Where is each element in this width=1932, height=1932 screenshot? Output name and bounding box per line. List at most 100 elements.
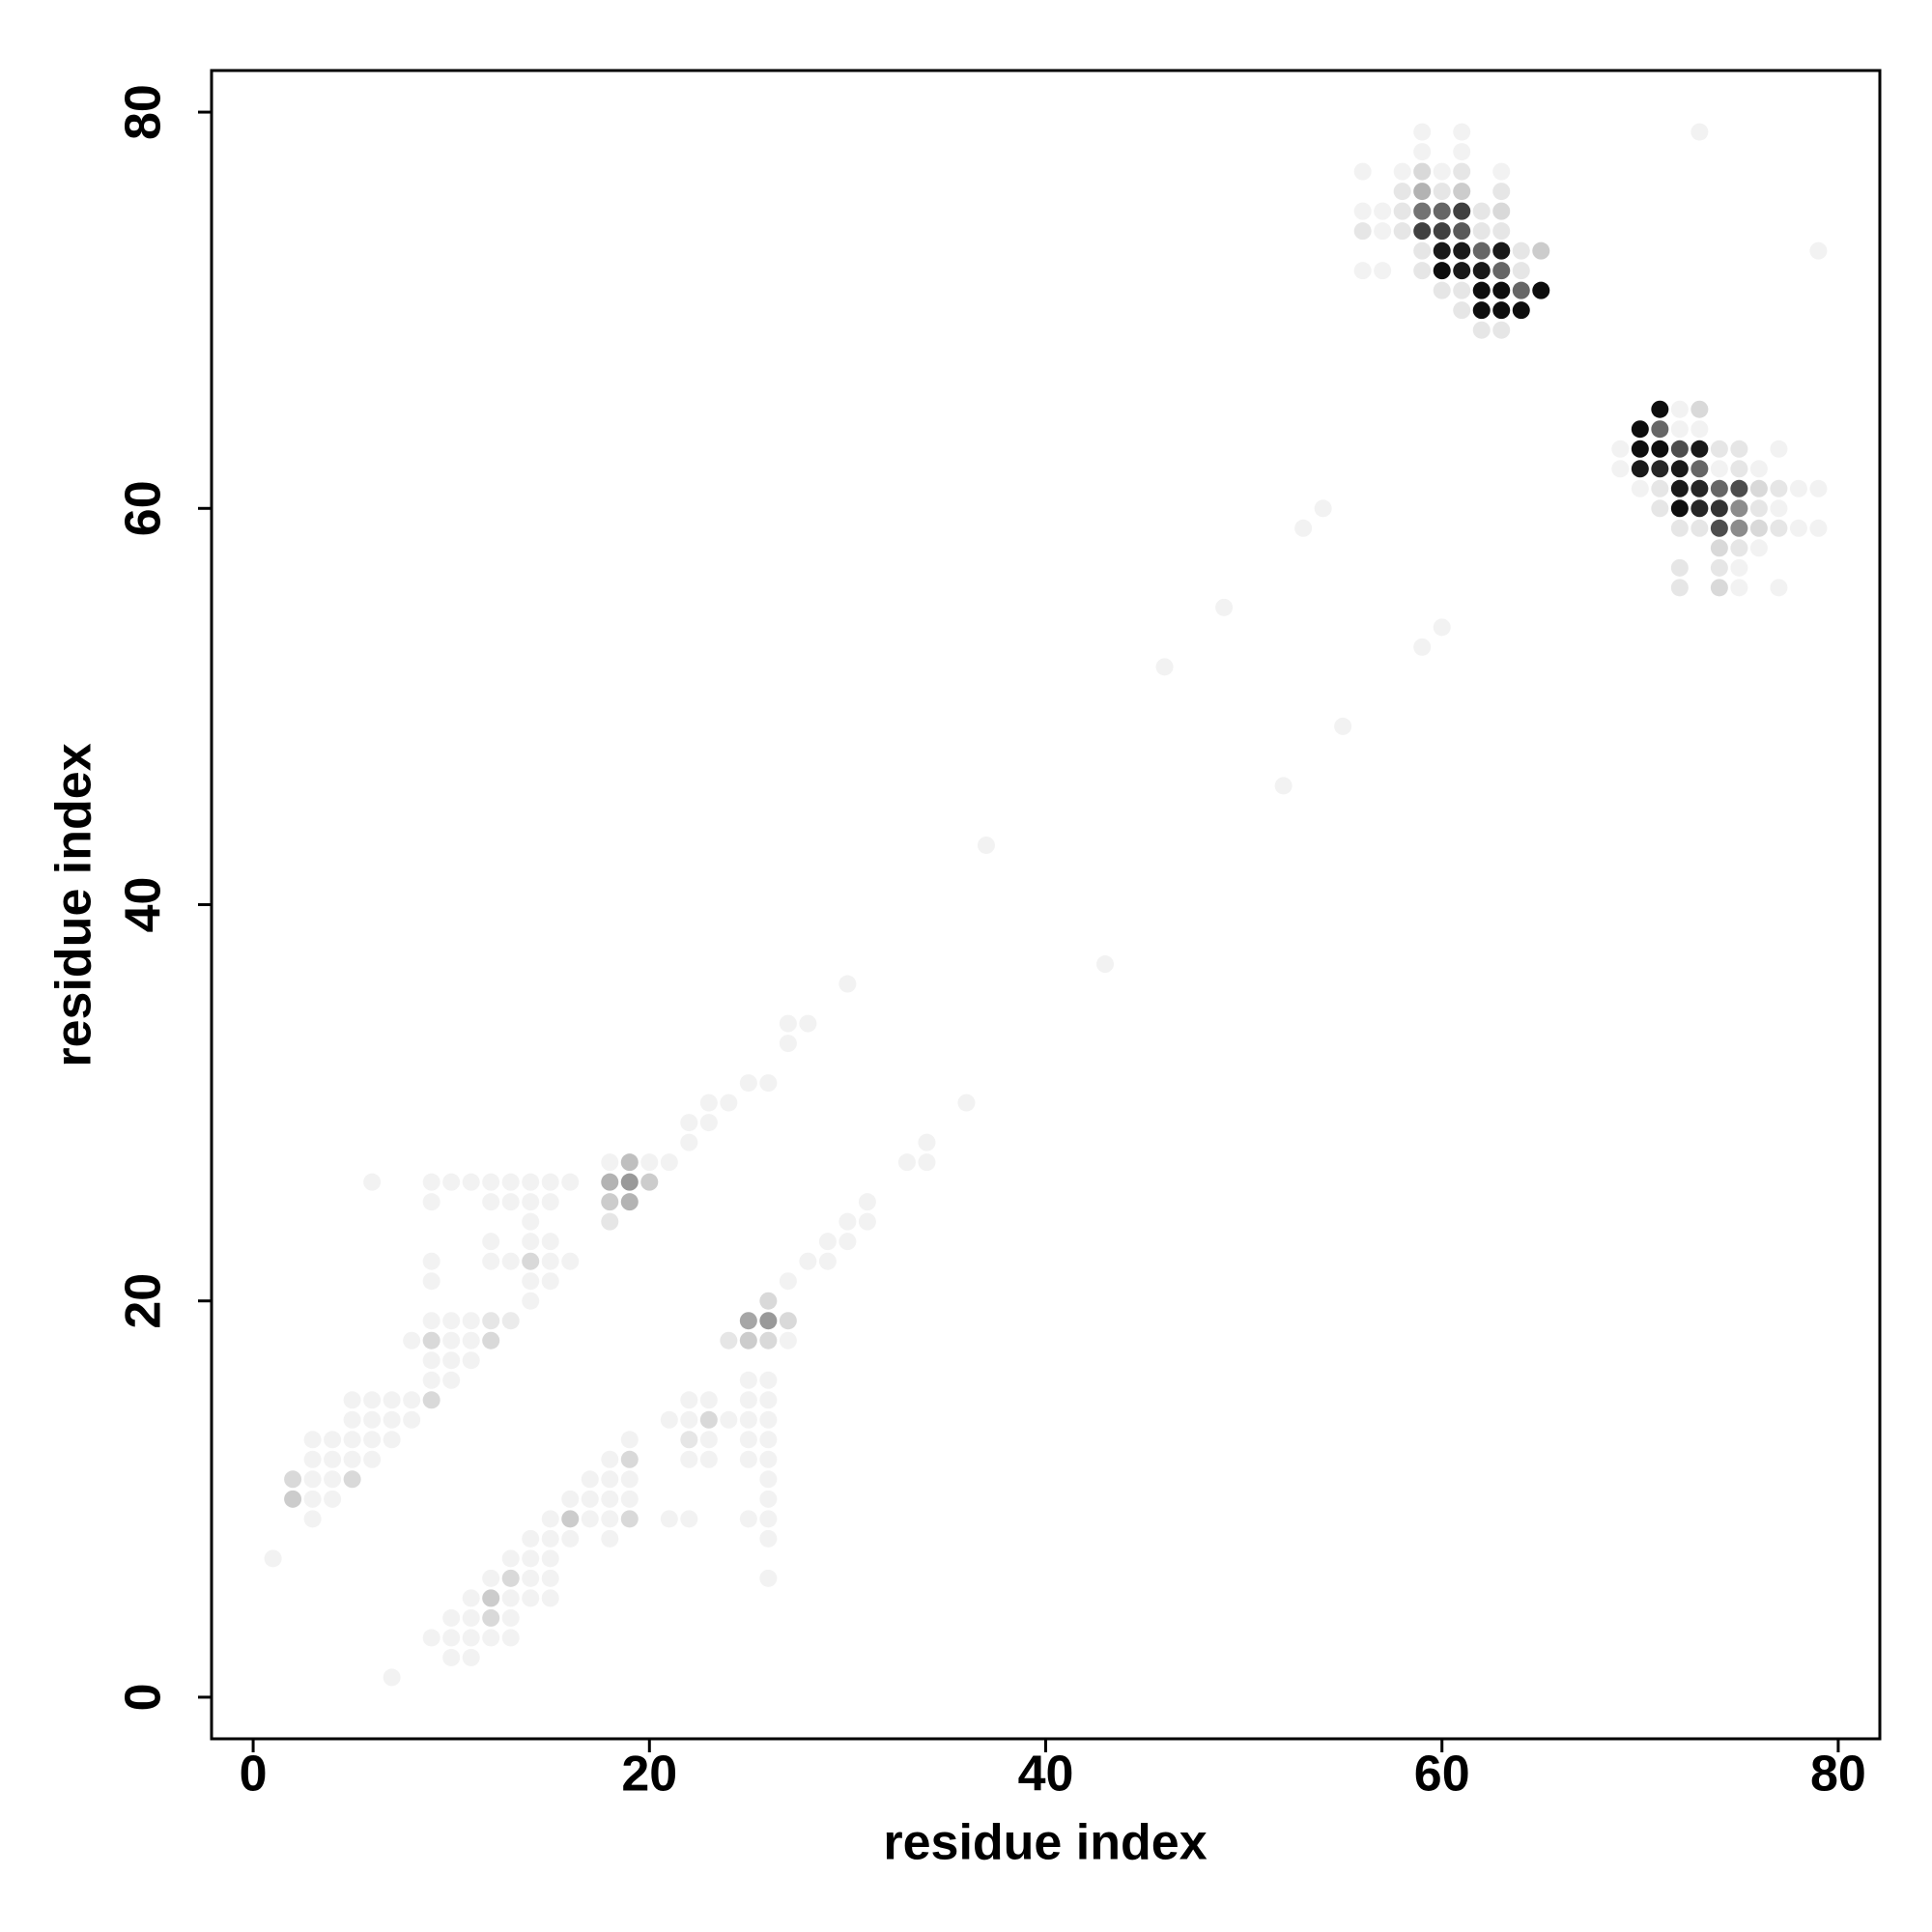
contact-point	[501, 1569, 520, 1587]
contact-point	[620, 1510, 639, 1528]
contact-point	[977, 836, 995, 854]
y-tick-label: 40	[116, 877, 172, 933]
contact-point	[363, 1450, 382, 1468]
contact-point	[1749, 519, 1768, 537]
contact-point	[482, 1331, 500, 1350]
contact-point	[1710, 460, 1728, 478]
contact-point	[561, 1252, 580, 1270]
contact-point	[620, 1490, 639, 1508]
contact-point	[1710, 579, 1728, 597]
contact-point	[541, 1252, 559, 1270]
contact-point	[1670, 440, 1689, 458]
contact-point	[1651, 440, 1669, 458]
contact-point	[1809, 242, 1828, 260]
contact-point	[581, 1470, 599, 1489]
contact-point	[482, 1608, 500, 1627]
contact-point	[779, 1272, 797, 1291]
contact-point	[482, 1173, 500, 1191]
contact-point	[1651, 499, 1669, 518]
contact-point	[581, 1490, 599, 1508]
contact-point	[699, 1094, 718, 1112]
contact-point	[1472, 321, 1491, 339]
contact-point	[1690, 479, 1709, 497]
contact-point	[264, 1549, 282, 1568]
contact-point	[759, 1431, 778, 1449]
contact-point	[1690, 123, 1709, 141]
contact-point	[1433, 202, 1451, 220]
contact-point	[1789, 519, 1807, 537]
contact-point	[522, 1529, 540, 1548]
contact-point	[442, 1608, 461, 1627]
contact-point	[1433, 162, 1451, 181]
contact-point	[343, 1470, 361, 1489]
contact-point	[541, 1549, 559, 1568]
contact-point	[1690, 519, 1709, 537]
contact-point	[1314, 499, 1332, 518]
contact-point	[759, 1331, 778, 1350]
contact-point	[1413, 123, 1432, 141]
contact-point	[1670, 519, 1689, 537]
contact-point	[759, 1529, 778, 1548]
contact-point	[601, 1153, 619, 1172]
contact-point	[1690, 400, 1709, 418]
contact-point	[739, 1510, 757, 1528]
contact-point	[799, 1252, 817, 1270]
contact-point	[1492, 202, 1511, 220]
contact-point	[1670, 479, 1689, 497]
contact-point	[541, 1529, 559, 1548]
contact-point	[1532, 242, 1550, 260]
contact-point	[1453, 301, 1471, 320]
contact-point	[324, 1470, 342, 1489]
contact-point	[759, 1391, 778, 1409]
contact-point	[363, 1431, 382, 1449]
contact-point	[1789, 479, 1807, 497]
contact-point	[818, 1233, 837, 1251]
contact-point	[522, 1569, 540, 1587]
contact-point	[343, 1431, 361, 1449]
contact-point	[1274, 777, 1293, 795]
contact-point	[462, 1648, 480, 1666]
contact-point	[1453, 183, 1471, 201]
contact-point	[324, 1431, 342, 1449]
contact-point	[442, 1371, 461, 1389]
contact-point	[858, 1212, 876, 1231]
y-tick-label: 20	[116, 1273, 172, 1329]
contact-point	[759, 1371, 778, 1389]
contact-point	[620, 1153, 639, 1172]
contact-point	[1730, 479, 1748, 497]
contact-point	[1155, 658, 1174, 676]
contact-point	[799, 1014, 817, 1033]
contact-point	[422, 1629, 440, 1647]
contact-point	[1770, 579, 1788, 597]
contact-point	[1690, 460, 1709, 478]
contact-point	[680, 1450, 698, 1468]
contact-point	[1413, 242, 1432, 260]
contact-point	[422, 1331, 440, 1350]
contact-point	[1670, 460, 1689, 478]
contact-point	[561, 1529, 580, 1548]
contact-point	[739, 1331, 757, 1350]
contact-point	[759, 1292, 778, 1310]
contact-point	[918, 1153, 936, 1172]
contact-point	[1492, 262, 1511, 280]
plot-frame	[210, 69, 1882, 1741]
contact-point	[422, 1272, 440, 1291]
contact-point	[561, 1173, 580, 1191]
contact-point	[1611, 460, 1630, 478]
contact-point	[1492, 301, 1511, 320]
contact-point	[779, 1312, 797, 1330]
contact-point	[720, 1331, 738, 1350]
contact-point	[601, 1490, 619, 1508]
x-tick-label: 40	[1018, 1747, 1074, 1803]
contact-point	[442, 1331, 461, 1350]
contact-point	[541, 1233, 559, 1251]
contact-point	[739, 1371, 757, 1389]
contact-point	[620, 1431, 639, 1449]
contact-point	[1492, 222, 1511, 241]
contact-point	[522, 1272, 540, 1291]
contact-point	[1393, 183, 1411, 201]
contact-point	[1433, 281, 1451, 299]
contact-point	[1374, 222, 1392, 241]
contact-point	[442, 1351, 461, 1370]
